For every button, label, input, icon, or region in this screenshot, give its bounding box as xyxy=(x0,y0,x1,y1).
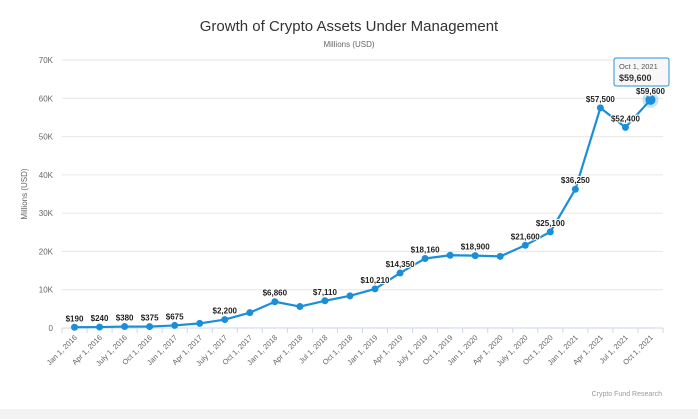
data-point xyxy=(571,185,579,193)
data-point xyxy=(196,319,204,327)
data-label: $2,200 xyxy=(213,307,238,316)
data-label: $7,110 xyxy=(313,288,338,297)
data-label: $240 xyxy=(91,314,109,323)
tooltip-value: $59,600 xyxy=(619,73,652,83)
data-label: $6,860 xyxy=(263,289,288,298)
data-label: $18,160 xyxy=(411,245,440,254)
data-label: $190 xyxy=(66,314,84,323)
y-tick-label: 30K xyxy=(39,209,54,218)
data-point xyxy=(96,323,104,331)
data-point xyxy=(71,323,79,331)
data-label: $25,100 xyxy=(536,219,565,228)
y-tick-label: 10K xyxy=(39,286,54,295)
data-point xyxy=(271,298,279,306)
data-point xyxy=(346,292,354,300)
y-tick-label: 20K xyxy=(39,247,54,256)
data-point xyxy=(446,251,454,259)
data-label: $14,350 xyxy=(386,260,415,269)
chart-subtitle: Millions (USD) xyxy=(323,40,375,49)
data-point xyxy=(596,104,604,112)
y-tick-label: 0 xyxy=(49,324,54,333)
data-label: $675 xyxy=(166,312,184,321)
data-point xyxy=(371,285,379,293)
series-line xyxy=(74,99,652,329)
data-point xyxy=(421,254,429,262)
y-axis-title: Millions (USD) xyxy=(20,168,29,219)
chart-credit[interactable]: Crypto Fund Research xyxy=(591,391,662,398)
data-label: $18,900 xyxy=(461,243,490,252)
y-tick-label: 50K xyxy=(39,133,54,142)
tooltip-box xyxy=(613,57,670,87)
data-point xyxy=(146,323,154,331)
data-point xyxy=(171,321,179,329)
data-point xyxy=(471,252,479,260)
data-point xyxy=(496,252,504,260)
data-point xyxy=(321,297,329,305)
data-label: $36,250 xyxy=(561,176,590,185)
data-point xyxy=(121,323,129,331)
tooltip-date: Oct 1, 2021 xyxy=(619,62,658,71)
y-tick-label: 60K xyxy=(39,94,54,103)
data-point xyxy=(546,228,554,236)
chart-title: Growth of Crypto Assets Under Management xyxy=(199,18,499,35)
data-label: $57,500 xyxy=(586,95,615,104)
data-point xyxy=(621,123,629,131)
data-point xyxy=(246,309,254,317)
data-label: $375 xyxy=(141,314,159,323)
data-label: $59,600 xyxy=(636,87,665,96)
data-point xyxy=(296,303,304,311)
data-label: $380 xyxy=(116,314,134,323)
y-tick-label: 40K xyxy=(39,171,54,180)
data-point xyxy=(396,269,404,277)
data-label: $52,400 xyxy=(611,114,640,123)
page-footer-strip xyxy=(0,409,698,419)
data-point xyxy=(521,241,529,249)
data-point xyxy=(645,94,656,105)
data-label: $10,210 xyxy=(361,276,390,285)
data-point xyxy=(221,316,229,324)
y-tick-label: 70K xyxy=(39,56,54,65)
data-label: $21,600 xyxy=(511,232,540,241)
